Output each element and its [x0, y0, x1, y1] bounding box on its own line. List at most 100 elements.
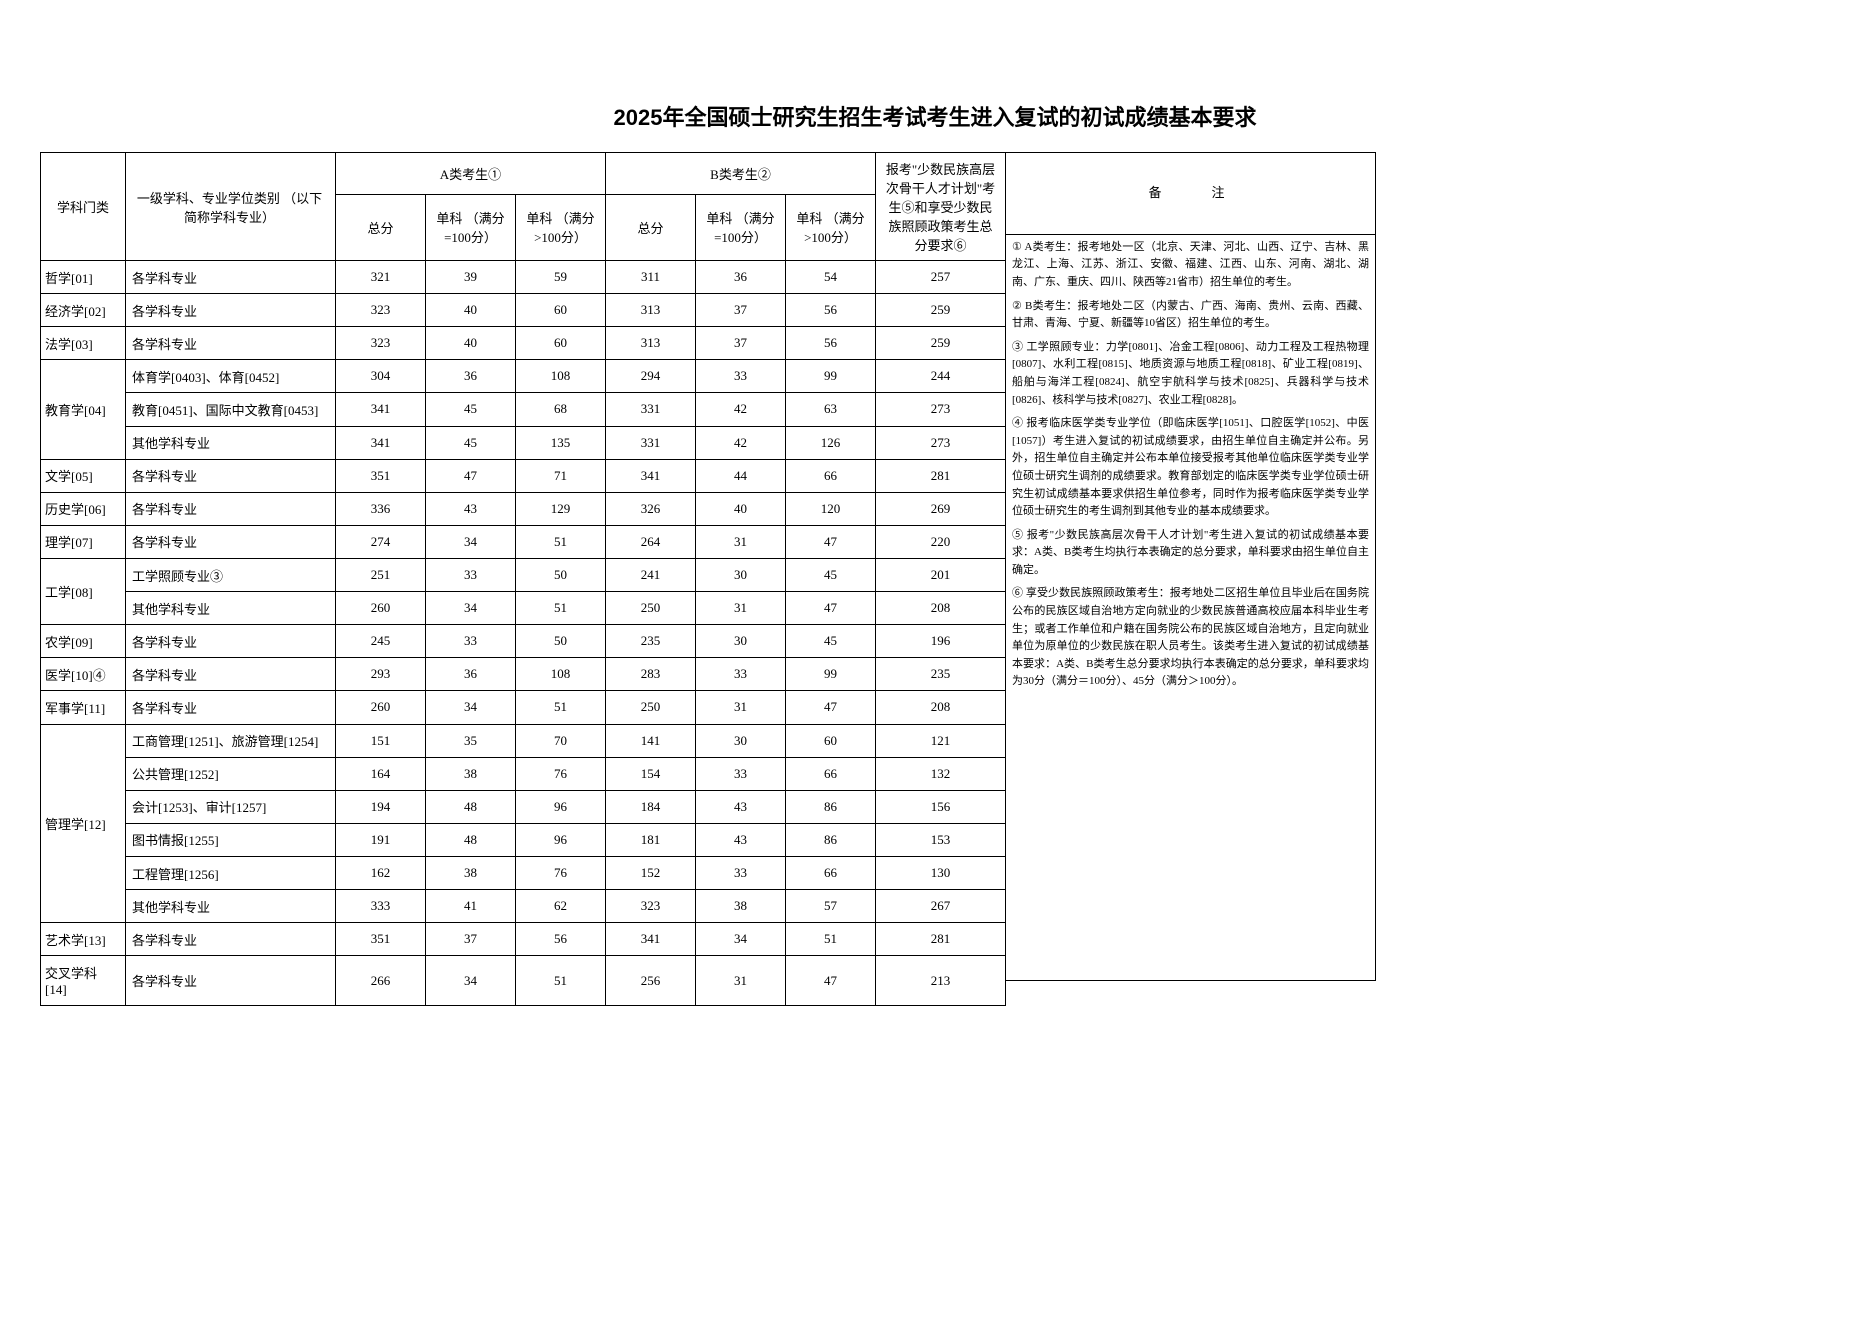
- header-b-total: 总分: [606, 194, 696, 260]
- cell-b-s100: 30: [696, 625, 786, 658]
- cell-b-s100: 42: [696, 426, 786, 459]
- table-row: 艺术学[13]各学科专业35137563413451281: [41, 923, 1006, 956]
- cell-a-s100: 35: [426, 724, 516, 757]
- cell-category: 法学[03]: [41, 327, 126, 360]
- header-a-so100: 单科 （满分>100分）: [516, 194, 606, 260]
- cell-a-s100: 48: [426, 823, 516, 856]
- cell-b-total: 264: [606, 525, 696, 558]
- cell-major: 各学科专业: [126, 294, 336, 327]
- cell-b-s100: 44: [696, 459, 786, 492]
- header-a-s100: 单科 （满分=100分）: [426, 194, 516, 260]
- cell-b-s100: 43: [696, 823, 786, 856]
- cell-b-total: 294: [606, 360, 696, 393]
- cell-a-total: 351: [336, 923, 426, 956]
- cell-a-total: 191: [336, 823, 426, 856]
- cell-a-total: 151: [336, 724, 426, 757]
- table-row: 法学[03]各学科专业32340603133756259: [41, 327, 1006, 360]
- cell-major: 会计[1253]、审计[1257]: [126, 790, 336, 823]
- cell-a-s100: 48: [426, 790, 516, 823]
- cell-minority: 130: [876, 856, 1006, 889]
- note-paragraph: ⑤ 报考"少数民族高层次骨干人才计划"考生进入复试的初试成绩基本要求：A类、B类…: [1012, 527, 1369, 580]
- cell-minority: 121: [876, 724, 1006, 757]
- cell-b-s100: 31: [696, 525, 786, 558]
- cell-a-s100: 38: [426, 757, 516, 790]
- table-row: 医学[10]④各学科专业293361082833399235: [41, 658, 1006, 691]
- cell-minority: 153: [876, 823, 1006, 856]
- cell-b-total: 323: [606, 890, 696, 923]
- cell-a-s100: 37: [426, 923, 516, 956]
- cell-b-so100: 57: [786, 890, 876, 923]
- cell-b-total: 181: [606, 823, 696, 856]
- cell-a-so100: 76: [516, 757, 606, 790]
- cell-major: 各学科专业: [126, 327, 336, 360]
- cell-a-so100: 60: [516, 294, 606, 327]
- cell-b-total: 152: [606, 856, 696, 889]
- cell-a-so100: 60: [516, 327, 606, 360]
- table-row: 教育学[04]体育学[0403]、体育[0452]304361082943399…: [41, 360, 1006, 393]
- cell-a-total: 304: [336, 360, 426, 393]
- cell-a-total: 336: [336, 492, 426, 525]
- cell-major: 工程管理[1256]: [126, 856, 336, 889]
- cell-minority: 235: [876, 658, 1006, 691]
- cell-major: 各学科专业: [126, 261, 336, 294]
- cell-b-so100: 66: [786, 459, 876, 492]
- table-row: 农学[09]各学科专业24533502353045196: [41, 625, 1006, 658]
- cell-a-total: 351: [336, 459, 426, 492]
- cell-minority: 220: [876, 525, 1006, 558]
- header-a-total: 总分: [336, 194, 426, 260]
- cell-a-s100: 34: [426, 956, 516, 1006]
- cell-b-so100: 99: [786, 658, 876, 691]
- cell-a-s100: 34: [426, 525, 516, 558]
- cell-minority: 208: [876, 691, 1006, 724]
- cell-major: 图书情报[1255]: [126, 823, 336, 856]
- cell-major: 其他学科专业: [126, 890, 336, 923]
- cell-category: 医学[10]④: [41, 658, 126, 691]
- cell-minority: 281: [876, 923, 1006, 956]
- cell-a-so100: 51: [516, 691, 606, 724]
- cell-a-s100: 38: [426, 856, 516, 889]
- cell-b-so100: 63: [786, 393, 876, 426]
- header-b-so100: 单科 （满分>100分）: [786, 194, 876, 260]
- cell-b-so100: 66: [786, 757, 876, 790]
- cell-a-total: 341: [336, 426, 426, 459]
- table-body: 哲学[01]各学科专业32139593113654257经济学[02]各学科专业…: [41, 261, 1006, 1006]
- cell-b-s100: 40: [696, 492, 786, 525]
- cell-major: 教育[0451]、国际中文教育[0453]: [126, 393, 336, 426]
- cell-category: 军事学[11]: [41, 691, 126, 724]
- cell-b-total: 250: [606, 691, 696, 724]
- cell-a-so100: 96: [516, 823, 606, 856]
- cell-b-so100: 51: [786, 923, 876, 956]
- cell-a-total: 162: [336, 856, 426, 889]
- cell-major: 各学科专业: [126, 492, 336, 525]
- cell-a-so100: 76: [516, 856, 606, 889]
- cell-b-s100: 31: [696, 956, 786, 1006]
- cell-a-total: 260: [336, 592, 426, 625]
- cell-b-s100: 30: [696, 558, 786, 591]
- cell-b-total: 341: [606, 923, 696, 956]
- note-paragraph: ② B类考生：报考地处二区（内蒙古、广西、海南、贵州、云南、西藏、甘肃、青海、宁…: [1012, 298, 1369, 333]
- header-category: 学科门类: [41, 153, 126, 261]
- cell-major: 体育学[0403]、体育[0452]: [126, 360, 336, 393]
- header-minority: 报考"少数民族高层次骨干人才计划"考生⑤和享受少数民族照顾政策考生总分要求⑥: [876, 153, 1006, 261]
- cell-minority: 273: [876, 426, 1006, 459]
- cell-a-s100: 40: [426, 294, 516, 327]
- cell-b-so100: 86: [786, 790, 876, 823]
- cell-major: 其他学科专业: [126, 592, 336, 625]
- table-row: 经济学[02]各学科专业32340603133756259: [41, 294, 1006, 327]
- cell-b-s100: 33: [696, 856, 786, 889]
- cell-a-s100: 39: [426, 261, 516, 294]
- cell-b-total: 250: [606, 592, 696, 625]
- table-row: 工程管理[1256]16238761523366130: [41, 856, 1006, 889]
- cell-b-total: 313: [606, 294, 696, 327]
- table-row: 历史学[06]各学科专业3364312932640120269: [41, 492, 1006, 525]
- cell-minority: 208: [876, 592, 1006, 625]
- cell-b-total: 235: [606, 625, 696, 658]
- cell-b-so100: 56: [786, 294, 876, 327]
- cell-minority: 196: [876, 625, 1006, 658]
- note-paragraph: ④ 报考临床医学类专业学位（即临床医学[1051]、口腔医学[1052]、中医[…: [1012, 415, 1369, 521]
- table-row: 其他学科专业3414513533142126273: [41, 426, 1006, 459]
- content-container: 学科门类 一级学科、专业学位类别 （以下简称学科专业） A类考生① B类考生② …: [40, 152, 1830, 981]
- cell-a-total: 293: [336, 658, 426, 691]
- cell-major: 各学科专业: [126, 923, 336, 956]
- cell-b-so100: 45: [786, 558, 876, 591]
